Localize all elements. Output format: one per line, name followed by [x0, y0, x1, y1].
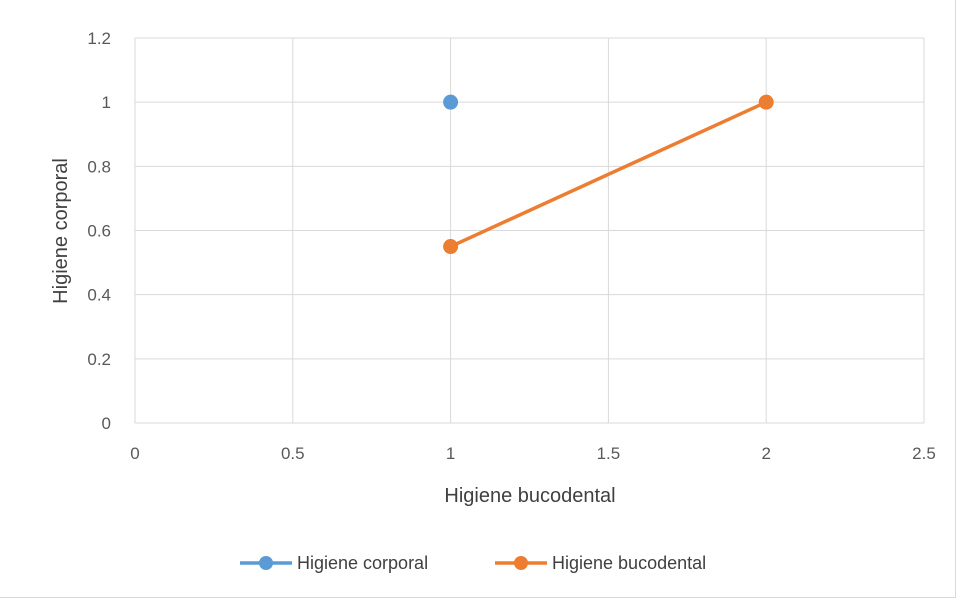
series-line-higiene-bucodental: [449, 100, 767, 249]
data-point-higiene-bucodental: [758, 94, 774, 110]
x-axis-title: Higiene bucodental: [444, 485, 615, 507]
y-tick-label: 0.8: [87, 157, 111, 176]
y-tick-label: 1.2: [87, 29, 111, 48]
legend: Higiene corporal Higiene bucodental: [240, 553, 706, 573]
x-tick-labels: 0 0.5 1 1.5 2 2.5: [130, 444, 936, 463]
plot-series: [443, 94, 774, 255]
legend-label-higiene-corporal: Higiene corporal: [297, 553, 428, 573]
x-tick-label: 1.5: [597, 444, 621, 463]
y-axis-title: Higiene corporal: [50, 158, 72, 304]
y-tick-label: 0.6: [87, 222, 111, 241]
y-tick-label: 0.2: [87, 350, 111, 369]
y-tick-label: 0.4: [87, 286, 111, 305]
grid-lines: [134, 37, 925, 424]
y-tick-label: 1: [102, 93, 111, 112]
x-tick-label: 0.5: [281, 444, 305, 463]
legend-marker-higiene-bucodental: [514, 556, 528, 570]
x-tick-label: 0: [130, 444, 139, 463]
x-tick-label: 2: [761, 444, 770, 463]
data-point-higiene-corporal: [443, 94, 459, 110]
legend-marker-higiene-corporal: [259, 556, 273, 570]
y-tick-labels: 0 0.2 0.4 0.6 0.8 1 1.2: [87, 29, 111, 433]
legend-label-higiene-bucodental: Higiene bucodental: [552, 553, 706, 573]
x-tick-label: 1: [446, 444, 455, 463]
y-tick-label: 0: [102, 414, 111, 433]
data-point-higiene-bucodental: [443, 239, 459, 255]
x-tick-label: 2.5: [912, 444, 936, 463]
